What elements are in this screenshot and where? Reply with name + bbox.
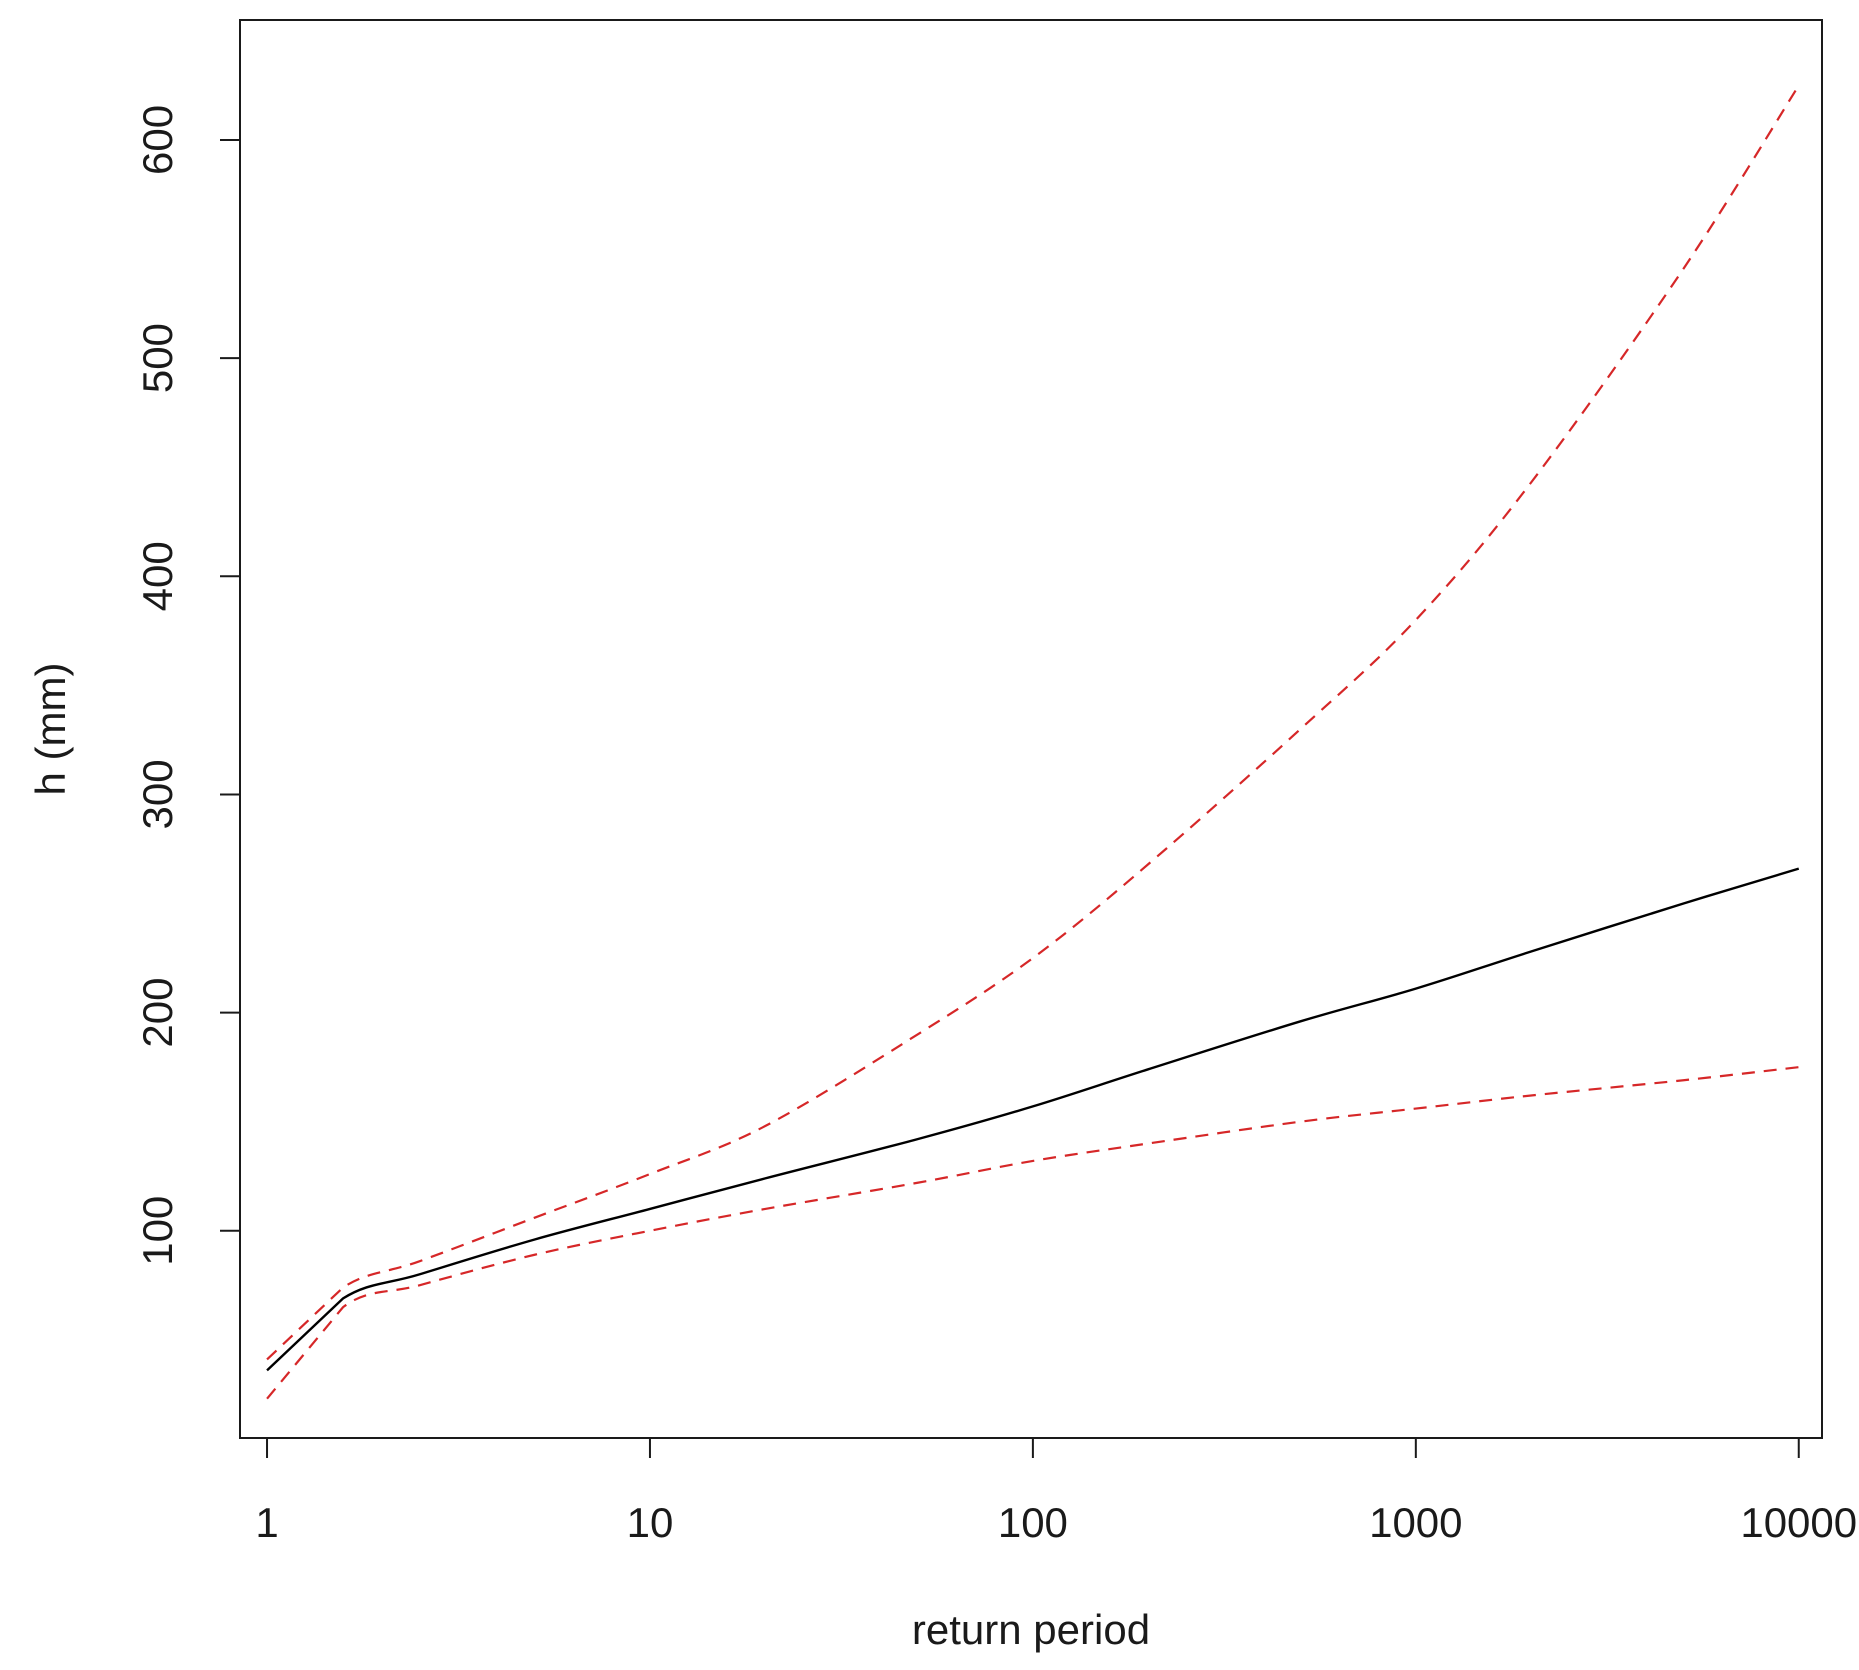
x-tick-label: 1	[255, 1499, 278, 1546]
y-tick-label: 200	[134, 978, 181, 1048]
y-tick-label: 600	[134, 105, 181, 175]
y-axis: 100 200 300 400 500 600	[134, 105, 241, 1266]
y-tick-label: 100	[134, 1196, 181, 1266]
estimate-line	[266, 867, 1800, 1372]
y-tick-label: 300	[134, 759, 181, 829]
y-tick-label: 500	[134, 323, 181, 393]
series-layer	[266, 84, 1800, 1400]
x-tick-label: 10000	[1740, 1499, 1857, 1546]
x-axis: 1 10 100 1000 10000	[255, 1437, 1857, 1546]
x-tick-label: 1000	[1369, 1499, 1462, 1546]
y-axis-title: h (mm)	[27, 663, 74, 796]
upper-bound-line	[266, 84, 1800, 1361]
y-tick-label: 400	[134, 541, 181, 611]
lower-bound-line	[266, 1066, 1799, 1400]
x-axis-title: return period	[912, 1606, 1150, 1653]
x-tick-label: 100	[998, 1499, 1068, 1546]
x-tick-label: 10	[627, 1499, 674, 1546]
plot-frame	[239, 19, 1823, 1439]
